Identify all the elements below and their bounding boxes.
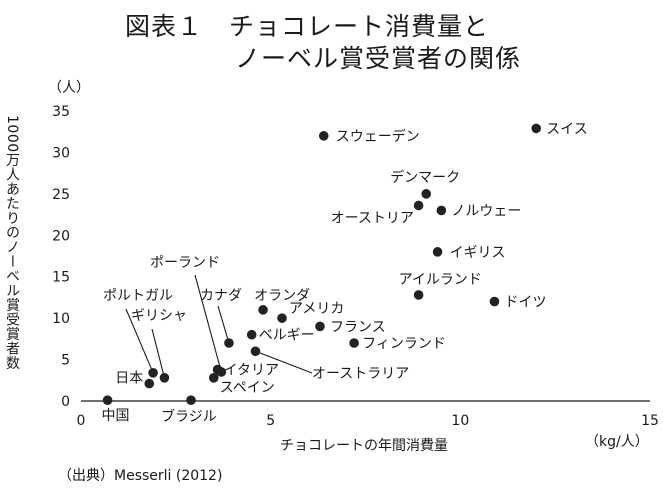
leader-line — [194, 274, 222, 373]
scatter-point — [489, 296, 500, 307]
scatter-point — [432, 247, 443, 257]
scatter-point — [148, 368, 158, 378]
leader-line — [125, 308, 154, 374]
point-label: スイス — [546, 121, 588, 137]
point-label: イギリス — [450, 245, 506, 261]
point-label: 中国 — [102, 408, 130, 424]
scatter-point — [315, 321, 325, 332]
chart-title-line2: ノーベル賞受賞者の関係 — [235, 44, 521, 73]
scatter-point — [186, 395, 196, 405]
scatter-point — [250, 346, 261, 357]
point-label: ブラジル — [161, 408, 217, 425]
x-axis-unit: （kg/人） — [585, 434, 649, 450]
point-label: アイルランド — [399, 272, 482, 288]
scatter-point — [413, 200, 424, 211]
x-tick-labels: 0 5 10 15 — [77, 413, 659, 429]
point-labels: 中国 ブラジル日本ポルトガルギリシャスペインイタリアポーランドカナダベルギーオース… — [102, 121, 588, 425]
scatter-point — [258, 305, 268, 315]
point-label: ポルトガル — [103, 288, 173, 304]
point-label: スウェーデン — [336, 128, 420, 145]
y-tick-label: 15 — [52, 270, 70, 286]
scatter-point — [159, 373, 170, 383]
y-axis-unit: （人） — [48, 80, 90, 96]
point-label: ベルギー — [259, 328, 315, 344]
scatter-point — [208, 373, 219, 383]
x-tick-label: 15 — [641, 413, 659, 429]
leader-line — [217, 305, 230, 344]
y-tick-label: 35 — [52, 104, 70, 120]
scatter-point — [349, 338, 359, 348]
y-axis-label: 1000万人あたりのノーベル賞受賞者数 — [4, 115, 20, 370]
point-label: 日本 — [115, 371, 143, 387]
leader-lines — [125, 274, 313, 378]
point-label: オランダ — [254, 288, 310, 304]
scatter-point — [216, 367, 227, 377]
y-tick-label: 10 — [52, 311, 70, 327]
y-tick-label: 20 — [52, 228, 70, 244]
point-label: デンマーク — [390, 169, 460, 186]
point-label: イタリア — [224, 363, 279, 379]
x-axis-label: チョコレートの年間消費量 — [280, 438, 448, 454]
scatter-point — [413, 290, 424, 300]
point-label: ポーランド — [150, 255, 220, 271]
x-tick-label: 0 — [77, 413, 86, 429]
point-label: オーストリア — [331, 210, 414, 226]
y-tick-label: 5 — [61, 353, 70, 369]
scatter-point — [436, 205, 447, 216]
source-note: （出典）Messerli (2012) — [58, 468, 222, 484]
scatter-point — [277, 313, 287, 323]
x-tick-label: 10 — [451, 413, 469, 429]
scatter-point — [246, 329, 257, 340]
point-label: オーストラリア — [312, 366, 409, 382]
point-label: ノルウェー — [451, 203, 521, 219]
scatter-point — [531, 123, 541, 134]
point-label: フランス — [330, 319, 386, 335]
leader-line — [255, 350, 313, 374]
chart-title-line1: 図表１ チョコレート消費量と — [125, 12, 489, 41]
y-tick-labels: 0 5 10 15 20 25 30 35 — [52, 104, 70, 410]
y-tick-label: 30 — [52, 145, 70, 161]
point-label: フィンランド — [362, 336, 446, 352]
scatter-point — [318, 131, 329, 141]
leader-line — [151, 328, 165, 378]
scatter-point — [421, 189, 431, 199]
point-label: カナダ — [200, 288, 242, 304]
point-label: ギリシャ — [131, 308, 187, 324]
scatter-point — [224, 338, 234, 348]
x-tick-label: 5 — [266, 413, 275, 429]
scatter-point — [102, 395, 113, 405]
y-tick-label: 25 — [52, 187, 70, 203]
point-label: スペイン — [220, 380, 275, 396]
point-label: ドイツ — [504, 295, 546, 311]
data-points — [102, 123, 541, 405]
scatter-point — [144, 378, 155, 389]
point-label: アメリカ — [289, 301, 344, 317]
y-tick-label: 0 — [61, 394, 70, 410]
